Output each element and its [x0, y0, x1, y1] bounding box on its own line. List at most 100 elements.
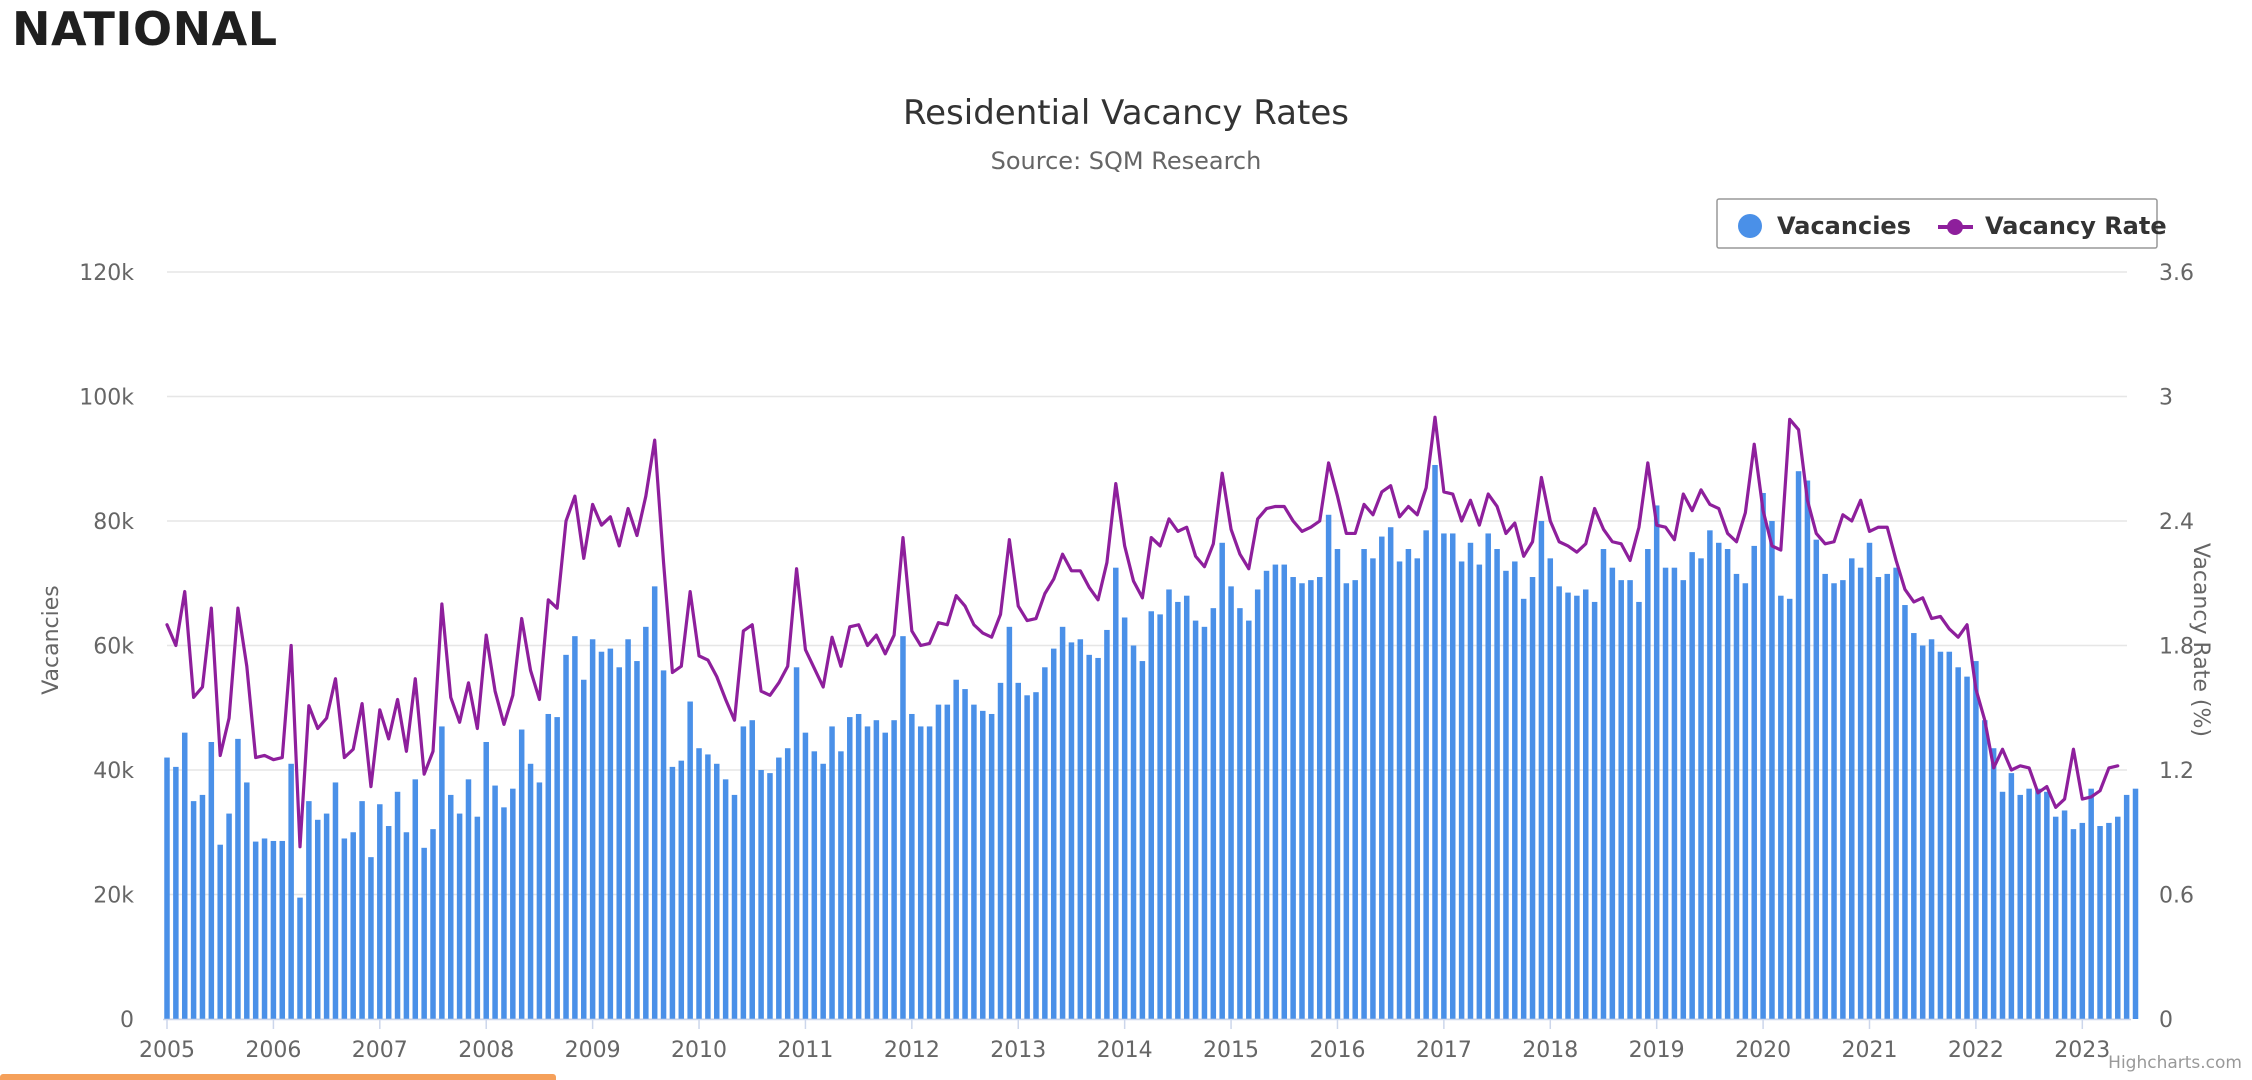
vacancies-bar[interactable] [988, 713, 995, 1019]
vacancies-bar[interactable] [1724, 549, 1731, 1019]
vacancies-bar[interactable] [705, 754, 711, 1019]
vacancies-bar[interactable] [1148, 611, 1155, 1019]
vacancies-bar[interactable] [226, 813, 232, 1019]
vacancies-bar[interactable] [909, 713, 915, 1019]
vacancies-bar[interactable] [1423, 530, 1429, 1019]
vacancy-rate-line[interactable] [165, 415, 2120, 849]
vacancies-bar[interactable] [1405, 549, 1412, 1019]
vacancies-bar[interactable] [1068, 642, 1075, 1019]
vacancies-bar[interactable] [678, 760, 685, 1019]
vacancies-bar[interactable] [1325, 514, 1332, 1019]
vacancies-bar[interactable] [1157, 614, 1163, 1019]
vacancies-bar[interactable] [616, 667, 622, 1019]
vacancies-bar[interactable] [412, 779, 419, 1019]
vacancies-bar[interactable] [749, 720, 755, 1019]
vacancies-bar[interactable] [1316, 577, 1323, 1019]
vacancies-bar[interactable] [359, 801, 365, 1019]
vacancies-bar[interactable] [244, 782, 250, 1019]
vacancies-bar[interactable] [1698, 558, 1704, 1019]
vacancies-bar[interactable] [439, 726, 445, 1019]
vacancies-bar[interactable] [1050, 648, 1057, 1019]
vacancies-bar[interactable] [2052, 816, 2059, 1019]
vacancies-bar[interactable] [1077, 639, 1084, 1019]
vacancies-bar[interactable] [1512, 561, 1518, 1019]
vacancies-bar[interactable] [1946, 651, 1953, 1019]
vacancies-bar[interactable] [1485, 533, 1491, 1019]
vacancies-bar[interactable] [1565, 592, 1571, 1019]
vacancies-bar[interactable] [252, 841, 259, 1019]
vacancies-bar[interactable] [1928, 639, 1935, 1019]
vacancies-bar[interactable] [394, 791, 401, 1019]
vacancies-bar[interactable] [1591, 601, 1598, 1019]
vacancies-bar[interactable] [1990, 748, 1997, 1019]
vacancies-bar[interactable] [953, 679, 959, 1019]
vacancies-bar[interactable] [1396, 561, 1403, 1019]
vacancies-bar[interactable] [2008, 773, 2015, 1019]
vacancies-bar[interactable] [1121, 617, 1128, 1019]
vacancies-bar[interactable] [1609, 567, 1616, 1019]
vacancies-bar[interactable] [1919, 645, 1926, 1020]
vacancies-bar[interactable] [1494, 549, 1500, 1019]
vacancies-bar[interactable] [217, 844, 223, 1019]
vacancies-bar[interactable] [935, 704, 942, 1019]
vacancies-bar[interactable] [1361, 549, 1367, 1019]
vacancies-bar[interactable] [944, 704, 951, 1019]
vacancies-bar[interactable] [1671, 567, 1678, 1019]
vacancies-bar[interactable] [1379, 536, 1385, 1019]
vacancies-bar[interactable] [181, 732, 188, 1019]
vacancies-bar[interactable] [581, 679, 587, 1019]
credits[interactable]: Highcharts.com [2108, 1053, 2242, 1073]
vacancies-bar[interactable] [1432, 464, 1438, 1020]
vacancy-rate-series-line[interactable] [165, 415, 2120, 849]
vacancies-bar[interactable] [1937, 651, 1944, 1019]
vacancies-bar[interactable] [980, 710, 986, 1019]
vacancies-bar[interactable] [1308, 580, 1314, 1019]
vacancies-bar[interactable] [1751, 545, 1757, 1019]
vacancies-bar[interactable] [1866, 542, 1873, 1019]
vacancies-bar[interactable] [1884, 573, 1890, 1019]
vacancies-bar[interactable] [385, 826, 392, 1019]
vacancies-bar[interactable] [403, 832, 410, 1019]
vacancies-bar[interactable] [1955, 667, 1961, 1019]
vacancies-bar[interactable] [1778, 595, 1784, 1019]
vacancies-bar[interactable] [1104, 629, 1110, 1019]
vacancies-bar[interactable] [882, 732, 888, 1019]
vacancies-bar[interactable] [1849, 558, 1855, 1019]
vacancies-bar[interactable] [572, 636, 578, 1019]
vacancies-bar[interactable] [1645, 549, 1651, 1019]
vacancies-bar[interactable] [1529, 577, 1536, 1019]
vacancies-bar[interactable] [1352, 580, 1358, 1019]
vacancies-bars[interactable] [164, 464, 2139, 1020]
vacancies-bar[interactable] [368, 857, 374, 1019]
vacancies-bar[interactable] [527, 763, 534, 1019]
vacancies-bar[interactable] [669, 766, 676, 1019]
vacancies-bar[interactable] [1716, 542, 1722, 1019]
vacancies-bar[interactable] [634, 661, 640, 1019]
vacancies-bar[interactable] [1600, 549, 1607, 1019]
vacancies-bar[interactable] [377, 804, 383, 1019]
vacancies-bar[interactable] [430, 829, 436, 1019]
vacancies-bar[interactable] [776, 757, 782, 1019]
vacancies-bar[interactable] [341, 838, 348, 1019]
vacancies-bar[interactable] [2044, 791, 2050, 1019]
vacancies-bar[interactable] [456, 813, 463, 1019]
vacancies-bar[interactable] [598, 651, 605, 1019]
legend-item-vacancy-rate[interactable]: Vacancy Rate [1938, 212, 2167, 240]
vacancies-bar[interactable] [1662, 567, 1669, 1019]
vacancies-bar[interactable] [740, 726, 747, 1019]
vacancies-bar[interactable] [820, 763, 826, 1019]
vacancies-bar[interactable] [1015, 682, 1021, 1019]
vacancies-bar[interactable] [1113, 567, 1119, 1019]
vacancies-bar[interactable] [793, 667, 800, 1019]
vacancies-bar[interactable] [1556, 586, 1562, 1019]
vacancies-bar[interactable] [997, 682, 1004, 1019]
vacancies-bar[interactable] [1246, 620, 1252, 1019]
vacancies-bar[interactable] [1503, 570, 1509, 1019]
vacancies-bar[interactable] [1742, 583, 1749, 1019]
vacancies-bar[interactable] [1042, 667, 1048, 1019]
vacancies-bar[interactable] [1857, 567, 1864, 1019]
vacancies-bar[interactable] [1733, 573, 1740, 1019]
vacancies-bar[interactable] [323, 813, 330, 1019]
vacancies-bar[interactable] [1964, 676, 1970, 1019]
vacancies-bar[interactable] [1006, 626, 1013, 1019]
